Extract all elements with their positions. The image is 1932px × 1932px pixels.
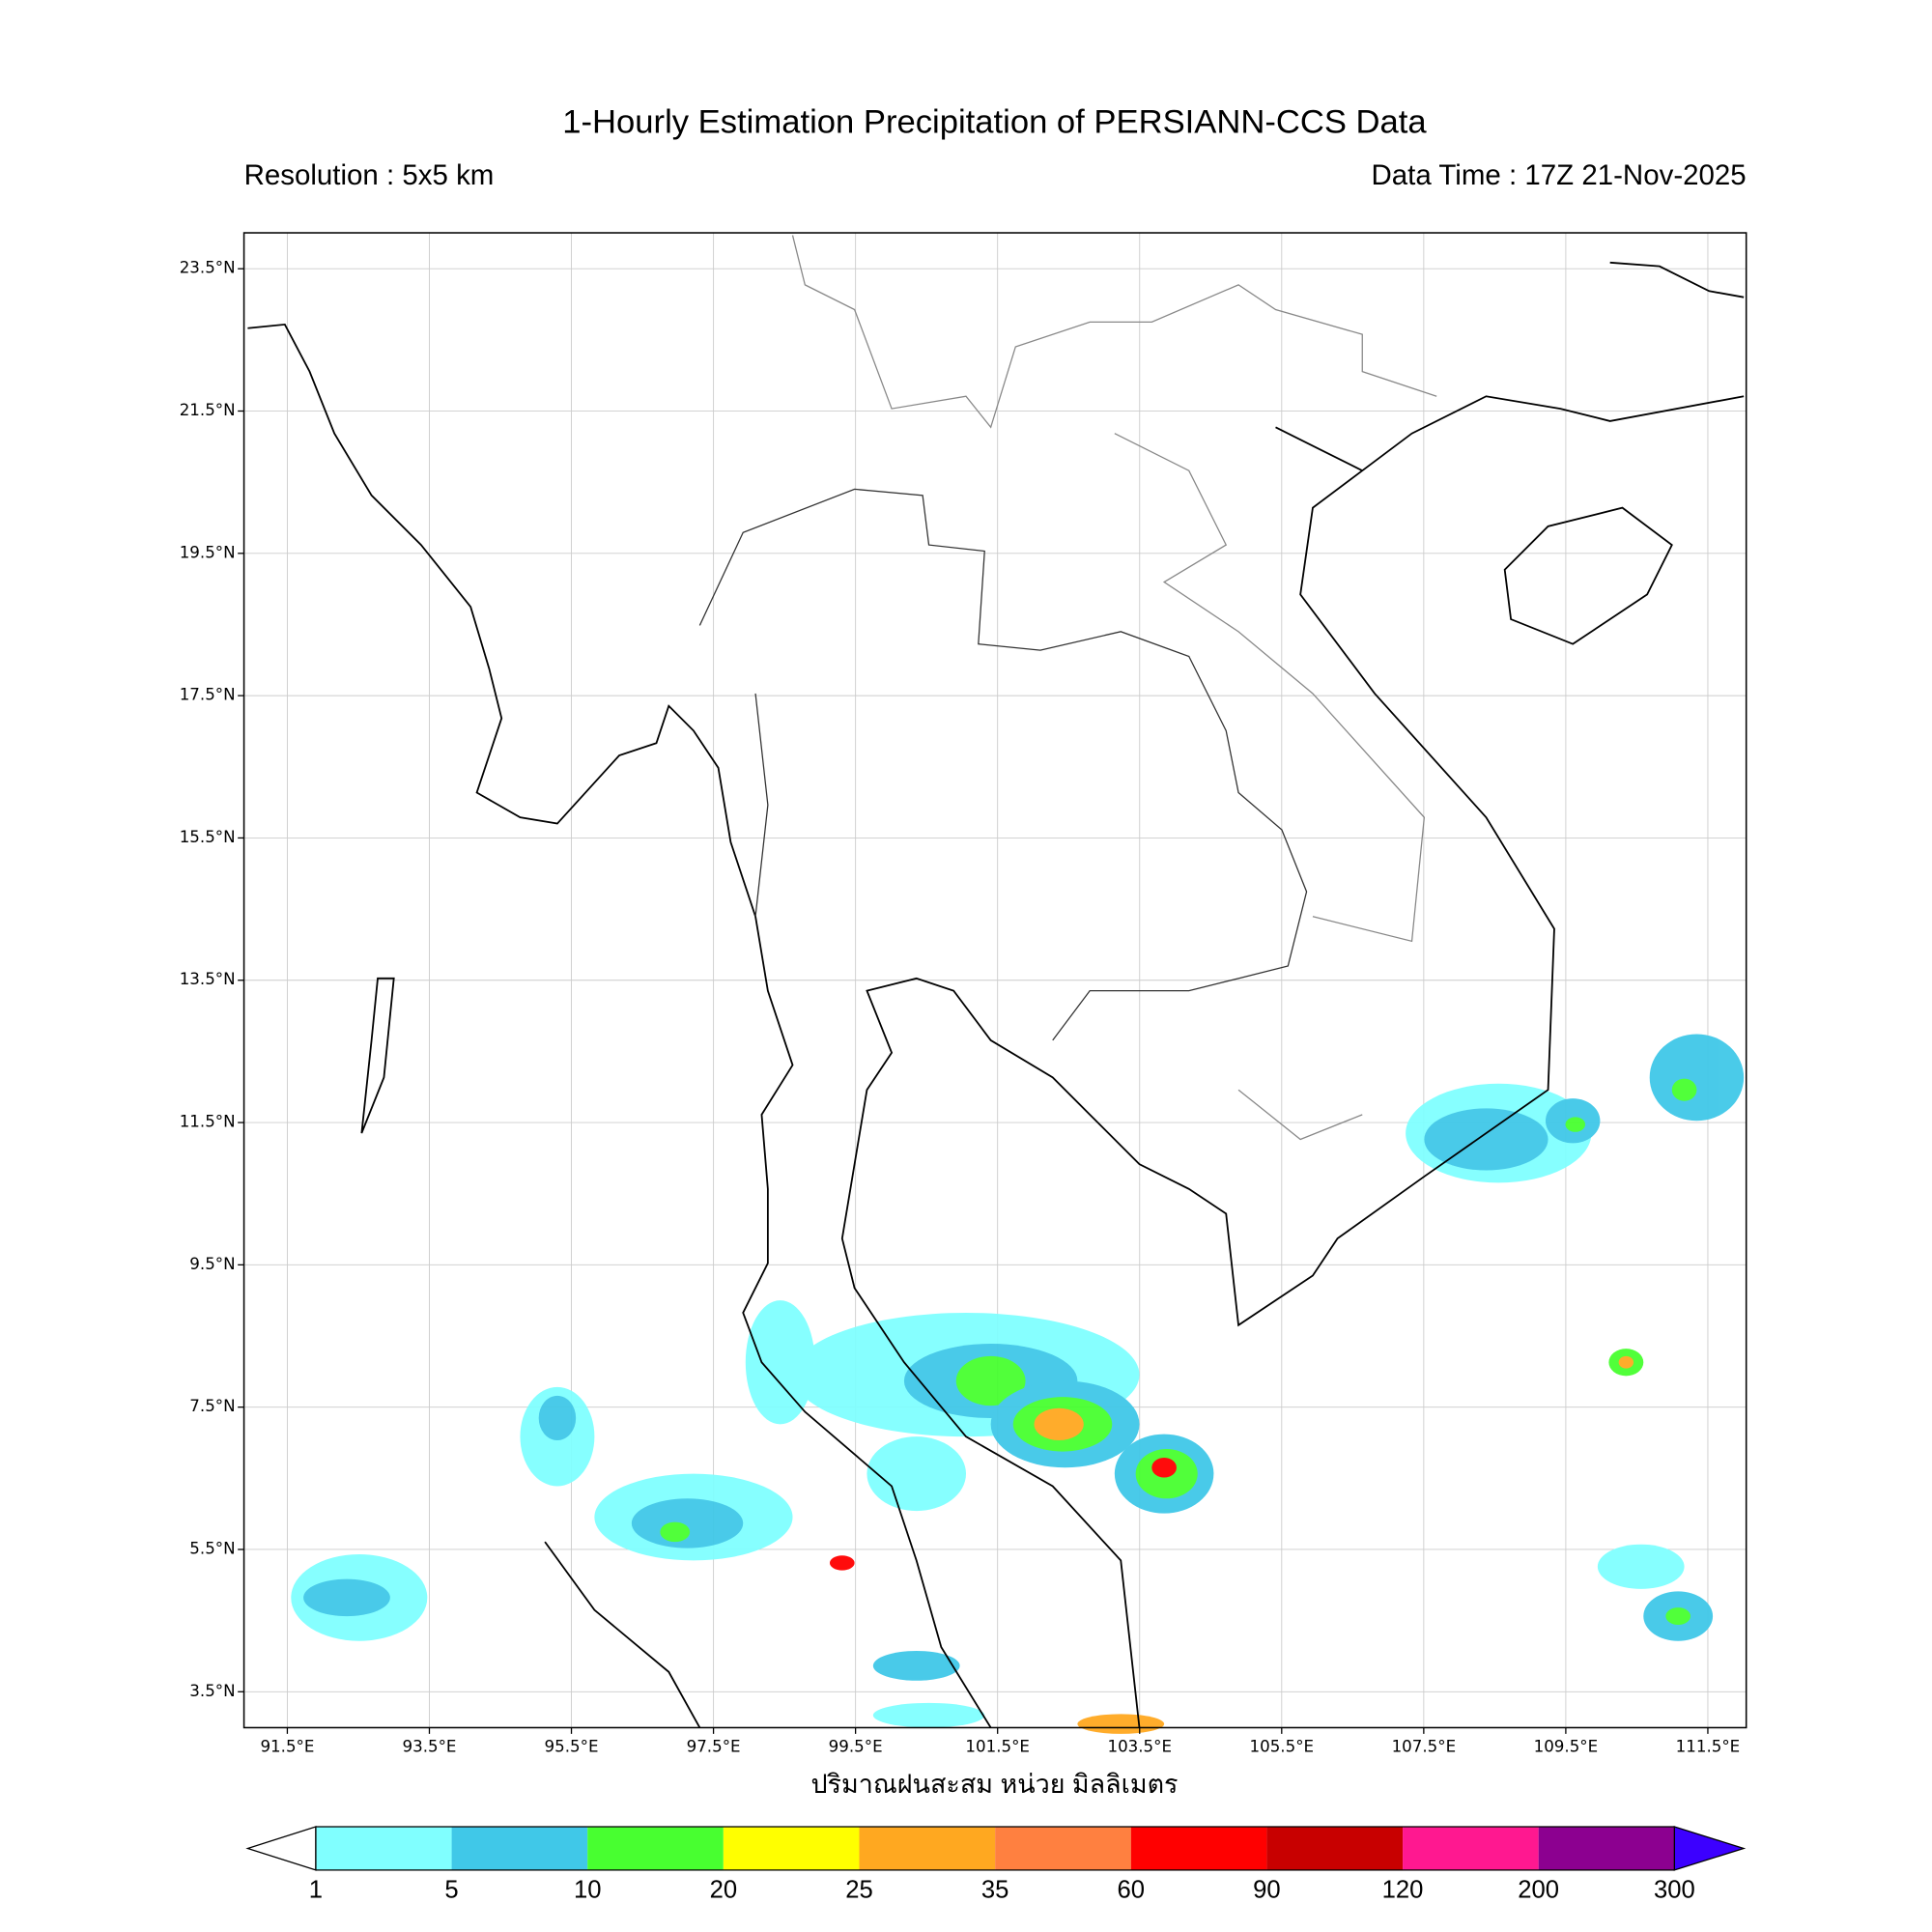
colorbar-label: 20: [710, 1876, 738, 1903]
rain-area: [1151, 1457, 1177, 1478]
x-tick-label: 95.5°E: [545, 1737, 599, 1755]
coastline: [544, 1541, 701, 1728]
rain-area: [1671, 1078, 1697, 1101]
rain-area: [872, 1702, 985, 1728]
colorbar-segment: [1403, 1827, 1539, 1870]
coastline: [247, 323, 992, 1728]
colorbar-segment: [1130, 1827, 1267, 1870]
y-tick-label: 5.5°N: [189, 1539, 235, 1557]
coastline: [1609, 261, 1745, 298]
y-tick-label: 19.5°N: [180, 543, 236, 561]
rain-area: [1665, 1607, 1690, 1626]
thai-border: [698, 488, 1308, 1041]
y-tick-label: 7.5°N: [189, 1397, 235, 1415]
colorbar-segment: [859, 1827, 996, 1870]
rain-area: [872, 1650, 960, 1681]
colorbar-label: 90: [1253, 1876, 1281, 1903]
coastline: [1275, 426, 1363, 471]
x-tick-label: 105.5°E: [1250, 1737, 1315, 1755]
rain-area: [955, 1355, 1026, 1406]
colorbar-segment: [723, 1827, 860, 1870]
country-border: [791, 235, 1437, 1141]
y-tick-label: 3.5°N: [189, 1682, 235, 1700]
data-time: Data Time : 17Z 21-Nov-2025: [1372, 159, 1747, 191]
rain-area: [829, 1555, 855, 1571]
map-area: [242, 232, 1747, 1734]
y-tick-label: 11.5°N: [180, 1113, 236, 1131]
y-tick-label: 21.5°N: [180, 401, 236, 419]
coastline: [840, 395, 1745, 1728]
y-tick-label: 13.5°N: [180, 970, 236, 988]
colorbar-segment: [587, 1827, 724, 1870]
x-tick-label: 103.5°E: [1107, 1737, 1172, 1755]
colorbar-label: 60: [1118, 1876, 1146, 1903]
colorbar-segment: [995, 1827, 1131, 1870]
rain-area: [1077, 1714, 1165, 1734]
colorbar-label: 25: [845, 1876, 873, 1903]
rain-area: [1424, 1108, 1548, 1171]
colorbar-label: 5: [444, 1876, 458, 1903]
island: [360, 977, 395, 1134]
colorbar-segment: [1538, 1827, 1675, 1870]
rain-area: [1034, 1407, 1084, 1441]
rain-area: [1649, 1034, 1745, 1122]
rain-area: [1565, 1117, 1586, 1132]
colorbar-under: [245, 1826, 317, 1871]
colorbar-over: [1673, 1826, 1747, 1871]
y-tick-label: 23.5°N: [180, 259, 236, 277]
colorbar-label: 10: [574, 1876, 602, 1903]
island: [1503, 506, 1673, 645]
precipitation: [291, 1034, 1745, 1734]
colorbar-label: 200: [1518, 1876, 1559, 1903]
colorbar: 1 5 10 20 25 35 60 90 120 200 300: [245, 1826, 1747, 1903]
coastlines: [247, 261, 1745, 1728]
resolution: Resolution : 5x5 km: [244, 159, 495, 191]
x-tick-label: 109.5°E: [1534, 1737, 1599, 1755]
rain-area: [1597, 1544, 1685, 1589]
rain-area: [303, 1578, 390, 1617]
x-tick-label: 91.5°E: [260, 1737, 314, 1755]
x-tick-label: 93.5°E: [403, 1737, 457, 1755]
y-tick-label: 15.5°N: [180, 828, 236, 846]
colorbar-outline: [315, 1826, 1675, 1871]
x-tick-label: 111.5°E: [1676, 1737, 1741, 1755]
rain-area: [538, 1395, 577, 1441]
borders: [698, 235, 1437, 1141]
rain-area: [745, 1300, 815, 1425]
colorbar-label: 35: [981, 1876, 1009, 1903]
y-tick-label: 17.5°N: [180, 686, 236, 704]
x-tick-label: 99.5°E: [829, 1737, 883, 1755]
colorbar-label: 120: [1382, 1876, 1424, 1903]
colorbar-segment: [315, 1827, 452, 1870]
x-axis-label: ปริมาณฝนสะสม หน่วย มิลลิเมตร: [810, 1770, 1178, 1799]
y-tick-label: 9.5°N: [189, 1255, 235, 1273]
rain-area: [867, 1436, 966, 1512]
x-tick-label: 101.5°E: [965, 1737, 1030, 1755]
x-tick-label: 97.5°E: [687, 1737, 741, 1755]
colorbar-segment: [451, 1827, 588, 1870]
rain-area: [660, 1521, 691, 1543]
colorbar-segment: [1266, 1827, 1404, 1870]
rain-area: [631, 1498, 744, 1548]
x-tick-label: 107.5°E: [1392, 1737, 1457, 1755]
rain-area: [1618, 1355, 1634, 1369]
colorbar-label: 1: [309, 1876, 323, 1903]
title: 1-Hourly Estimation Precipitation of PER…: [562, 103, 1427, 140]
colorbar-label: 300: [1654, 1876, 1695, 1903]
